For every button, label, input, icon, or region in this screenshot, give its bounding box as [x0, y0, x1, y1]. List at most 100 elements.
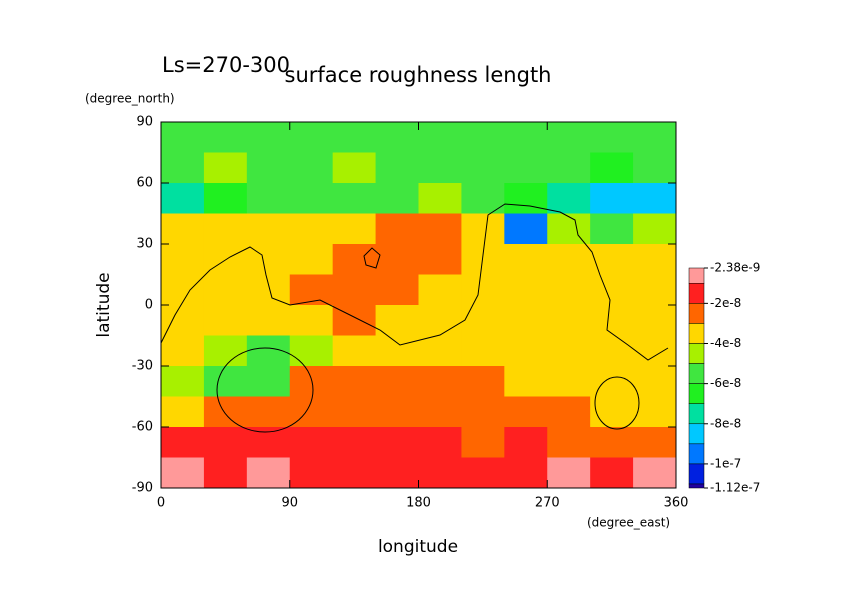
- cell: [547, 366, 591, 397]
- colorbar-swatch: [688, 267, 705, 284]
- y-tick-label: 90: [136, 115, 153, 130]
- field: [161, 122, 677, 489]
- cell: [203, 396, 248, 428]
- cell: [289, 305, 334, 336]
- colorbar-label: -4e-8: [710, 336, 741, 350]
- cell: [332, 122, 377, 153]
- cell: [547, 396, 591, 428]
- cell: [418, 396, 462, 428]
- cell: [332, 335, 377, 367]
- cell: [246, 152, 291, 184]
- cell: [590, 183, 634, 214]
- cell: [633, 213, 677, 245]
- x-axis-label: longitude: [378, 537, 458, 557]
- cell: [633, 335, 677, 367]
- cell: [590, 427, 634, 458]
- colorbar-label: -2.38e-9: [710, 261, 760, 275]
- cell: [375, 457, 419, 489]
- contour-line: [594, 376, 640, 430]
- colorbar-swatch: [688, 483, 705, 489]
- cell: [461, 305, 505, 336]
- cell: [461, 457, 505, 489]
- cell: [203, 274, 248, 306]
- cell: [418, 427, 462, 458]
- colorbar-swatch: [688, 403, 705, 425]
- cell: [375, 274, 419, 306]
- x-tick-label: 90: [281, 496, 298, 511]
- cell: [418, 122, 462, 153]
- cell: [375, 122, 419, 153]
- colorbar-swatch: [688, 463, 705, 485]
- cell: [161, 152, 205, 184]
- cell: [633, 366, 677, 397]
- colorbar-swatch: [688, 343, 705, 364]
- colorbar-swatch: [688, 303, 705, 324]
- cell: [418, 305, 462, 336]
- cell: [418, 183, 462, 214]
- y-tick-label: 0: [145, 298, 153, 313]
- cell: [161, 244, 205, 275]
- cell: [504, 244, 548, 275]
- cell: [590, 457, 634, 489]
- contour-line: [363, 247, 381, 269]
- cell: [633, 427, 677, 458]
- colorbar-swatch: [688, 423, 705, 445]
- cell: [504, 396, 548, 428]
- cell: [161, 427, 205, 458]
- cell: [246, 305, 291, 336]
- cell: [418, 274, 462, 306]
- cell: [633, 122, 677, 153]
- cell: [289, 244, 334, 275]
- cell: [246, 213, 291, 245]
- cell: [289, 335, 334, 367]
- cell: [590, 152, 634, 184]
- cell: [547, 213, 591, 245]
- cell: [375, 213, 419, 245]
- cell: [375, 305, 419, 336]
- y-tick-label: -60: [132, 420, 153, 435]
- y-tick-label: 60: [136, 176, 153, 191]
- cell: [633, 274, 677, 306]
- colorbar-swatch: [688, 283, 705, 304]
- cell: [332, 396, 377, 428]
- cell: [547, 244, 591, 275]
- cell: [161, 457, 205, 489]
- x-tick-label: 270: [535, 496, 560, 511]
- cell: [203, 335, 248, 367]
- cell: [375, 152, 419, 184]
- cell: [289, 366, 334, 397]
- cell: [161, 274, 205, 306]
- cell: [504, 122, 548, 153]
- cell: [203, 427, 248, 458]
- x-tick-label: 0: [157, 496, 165, 511]
- cell: [461, 427, 505, 458]
- cell: [633, 244, 677, 275]
- cell: [504, 274, 548, 306]
- cell: [375, 427, 419, 458]
- cell: [332, 427, 377, 458]
- cell: [289, 457, 334, 489]
- y-tick-label: -30: [132, 359, 153, 374]
- cell: [633, 152, 677, 184]
- cell: [332, 274, 377, 306]
- cell: [161, 305, 205, 336]
- cell: [504, 183, 548, 214]
- cell: [633, 183, 677, 214]
- colorbar-label: -1.12e-7: [710, 481, 760, 495]
- cell: [332, 244, 377, 275]
- cell: [418, 335, 462, 367]
- cell: [203, 213, 248, 245]
- cell: [161, 396, 205, 428]
- cell: [203, 122, 248, 153]
- colorbar-swatch: [688, 443, 705, 465]
- colorbar-label: -1e-7: [710, 456, 741, 470]
- cell: [504, 213, 548, 245]
- y-tick-label: 30: [136, 237, 153, 252]
- cell: [547, 335, 591, 367]
- cell: [633, 457, 677, 489]
- cell: [590, 305, 634, 336]
- colorbar-label: -2e-8: [710, 296, 741, 310]
- contour-lines: [160, 203, 669, 433]
- x-unit: (degree_east): [587, 516, 670, 530]
